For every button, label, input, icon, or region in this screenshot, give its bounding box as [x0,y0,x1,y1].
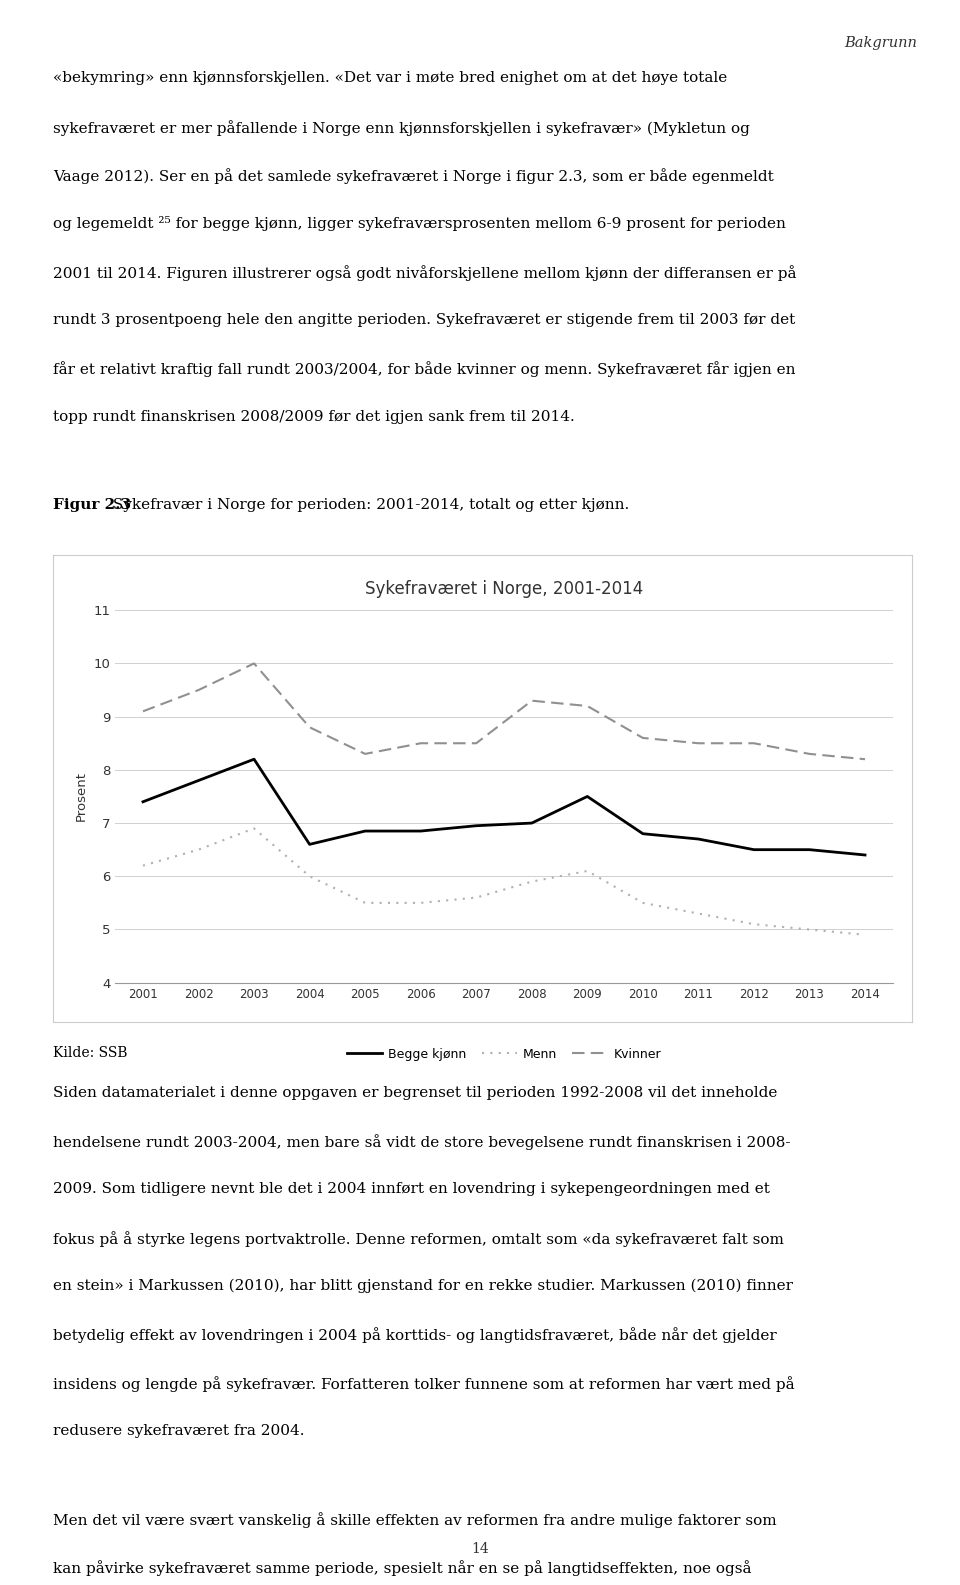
Text: Vaage 2012). Ser en på det samlede sykefraværet i Norge i figur 2.3, som er både: Vaage 2012). Ser en på det samlede sykef… [53,168,774,184]
Text: fokus på å styrke legens portvaktrolle. Denne reformen, omtalt som «da sykefravæ: fokus på å styrke legens portvaktrolle. … [53,1230,783,1247]
Y-axis label: Prosent: Prosent [75,772,87,821]
Text: Figur 2.3: Figur 2.3 [53,498,131,512]
Text: 2009. Som tidligere nevnt ble det i 2004 innført en lovendring i sykepengeordnin: 2009. Som tidligere nevnt ble det i 2004… [53,1182,770,1197]
Text: en stein» i Markussen (2010), har blitt gjenstand for en rekke studier. Markusse: en stein» i Markussen (2010), har blitt … [53,1279,793,1293]
Text: Bakgrunn: Bakgrunn [844,36,917,51]
Text: rundt 3 prosentpoeng hele den angitte perioden. Sykefraværet er stigende frem ti: rundt 3 prosentpoeng hele den angitte pe… [53,312,795,327]
Text: «bekymring» enn kjønnsforskjellen. «Det var i møte bred enighet om at det høye t: «bekymring» enn kjønnsforskjellen. «Det … [53,71,727,86]
Text: får et relativt kraftig fall rundt 2003/2004, for både kvinner og menn. Sykefrav: får et relativt kraftig fall rundt 2003/… [53,361,795,377]
Text: redusere sykefraværet fra 2004.: redusere sykefraværet fra 2004. [53,1425,304,1438]
Text: Men det vil være svært vanskelig å skille effekten av reformen fra andre mulige : Men det vil være svært vanskelig å skill… [53,1512,777,1528]
Text: betydelig effekt av lovendringen i 2004 på korttids- og langtidsfraværet, både n: betydelig effekt av lovendringen i 2004 … [53,1328,777,1344]
Text: 2001 til 2014. Figuren illustrerer også godt nivåforskjellene mellom kjønn der d: 2001 til 2014. Figuren illustrerer også … [53,265,796,281]
Text: Kilde: SSB: Kilde: SSB [53,1046,128,1060]
Legend: Begge kjønn, Menn, Kvinner: Begge kjønn, Menn, Kvinner [342,1043,666,1065]
Title: Sykefraværet i Norge, 2001-2014: Sykefraværet i Norge, 2001-2014 [365,580,643,598]
Text: Sykefravær i Norge for perioden: 2001-2014, totalt og etter kjønn.: Sykefravær i Norge for perioden: 2001-20… [108,498,630,512]
Text: kan påvirke sykefraværet samme periode, spesielt når en se på langtidseffekten, : kan påvirke sykefraværet samme periode, … [53,1560,752,1577]
Text: 14: 14 [471,1542,489,1556]
Text: Siden datamaterialet i denne oppgaven er begrenset til perioden 1992-2008 vil de: Siden datamaterialet i denne oppgaven er… [53,1086,778,1100]
Text: hendelsene rundt 2003-2004, men bare så vidt de store bevegelsene rundt finanskr: hendelsene rundt 2003-2004, men bare så … [53,1135,790,1151]
Text: og legemeldt ²⁵ for begge kjønn, ligger sykefraværsprosenten mellom 6-9 prosent : og legemeldt ²⁵ for begge kjønn, ligger … [53,217,785,231]
Text: sykefraværet er mer påfallende i Norge enn kjønnsforskjellen i sykefravær» (Mykl: sykefraværet er mer påfallende i Norge e… [53,119,750,136]
Text: topp rundt finanskrisen 2008/2009 før det igjen sank frem til 2014.: topp rundt finanskrisen 2008/2009 før de… [53,409,574,423]
Text: insidens og lengde på sykefravær. Forfatteren tolker funnene som at reformen har: insidens og lengde på sykefravær. Forfat… [53,1376,795,1392]
